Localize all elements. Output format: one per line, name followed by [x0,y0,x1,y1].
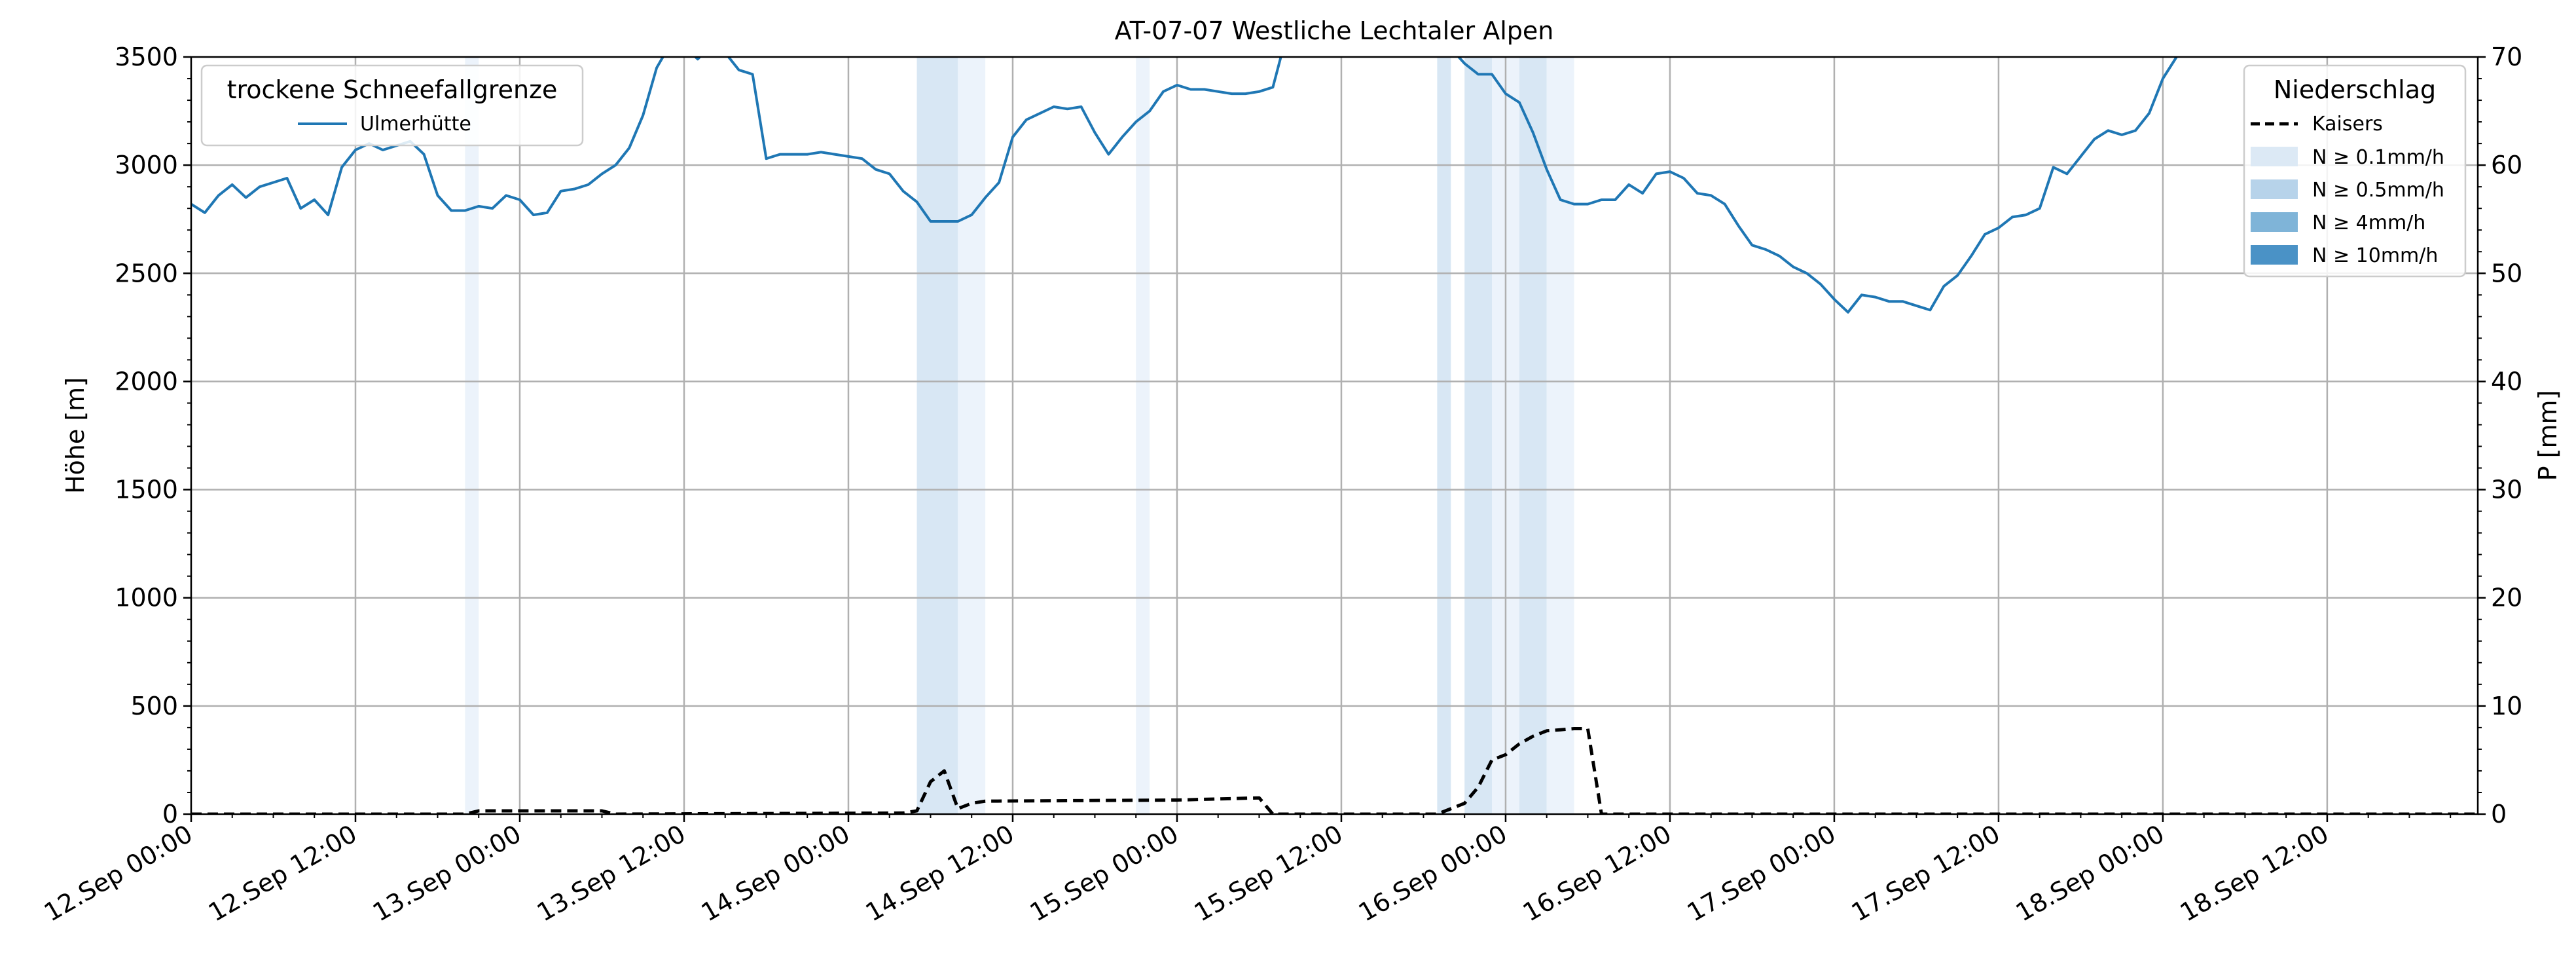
legend-precip: Niederschlag Kaisers N ≥ 0.1mm/h N ≥ 0.5… [2243,64,2467,278]
precip-band-2 [958,57,986,814]
precip-band-4 [1437,57,1451,814]
legend-precip-box [2243,64,2467,278]
precip-band-7 [1519,57,1547,814]
precip-band-8 [1546,57,1574,814]
y-tick-label-3: 1500 [115,476,178,504]
y-tick-label-6: 3000 [115,151,178,179]
y2-tick-label-1: 10 [2491,692,2522,720]
grid [191,57,2478,814]
precip-band-0 [465,57,479,814]
legend-snow: trockene Schneefallgrenze Ulmerhütte [200,64,584,147]
y2-tick-label-4: 40 [2491,367,2522,396]
y-axis-label: Höhe [m] [61,377,90,494]
legend-band-label-01: N ≥ 0.1mm/h [2312,146,2444,169]
legend-band-swatch-4 [2251,212,2298,232]
y-tick-label-1: 500 [130,692,178,720]
y2-tick-label-3: 30 [2491,476,2522,504]
precip-band-1 [916,57,958,814]
y-tick-label-0: 0 [162,800,178,829]
y2-tick-label-6: 60 [2491,151,2522,179]
y2-axis-label: P [mm] [2533,390,2562,481]
series-line-kaisers [191,727,2478,814]
y2-tick-label-2: 20 [2491,584,2522,612]
precip-bands [465,57,1574,814]
plot-frame [190,56,2479,815]
chart-title: AT-07-07 Westliche Lechtaler Alpen [1115,16,1554,45]
legend-snow-entry: Ulmerhütte [360,113,471,136]
legend-band-swatch-10 [2251,245,2298,265]
y2-tick-label-5: 50 [2491,259,2522,288]
legend-precip-title: Niederschlag [2274,75,2436,104]
y2-tick-label-0: 0 [2491,800,2507,829]
y-tick-label-5: 2500 [115,259,178,288]
legend-band-swatch-05 [2251,179,2298,199]
precip-band-5 [1464,57,1493,814]
legend-band-label-10: N ≥ 10mm/h [2312,244,2438,267]
series-lines [191,57,2478,814]
y-tick-label-7: 3500 [115,43,178,71]
legend-kaisers-label: Kaisers [2312,113,2383,136]
legend-band-label-05: N ≥ 0.5mm/h [2312,179,2444,202]
legend-band-swatch-01 [2251,147,2298,166]
legend-snow-box [200,64,584,147]
y-tick-label-2: 1000 [115,584,178,612]
y2-tick-label-7: 70 [2491,43,2522,71]
precip-band-3 [1136,57,1150,814]
series-line-ulmerh-tte [191,57,2179,314]
legend-band-label-4: N ≥ 4mm/h [2312,212,2425,234]
legend-snow-title: trockene Schneefallgrenze [227,75,558,104]
y-tick-label-4: 2000 [115,367,178,396]
